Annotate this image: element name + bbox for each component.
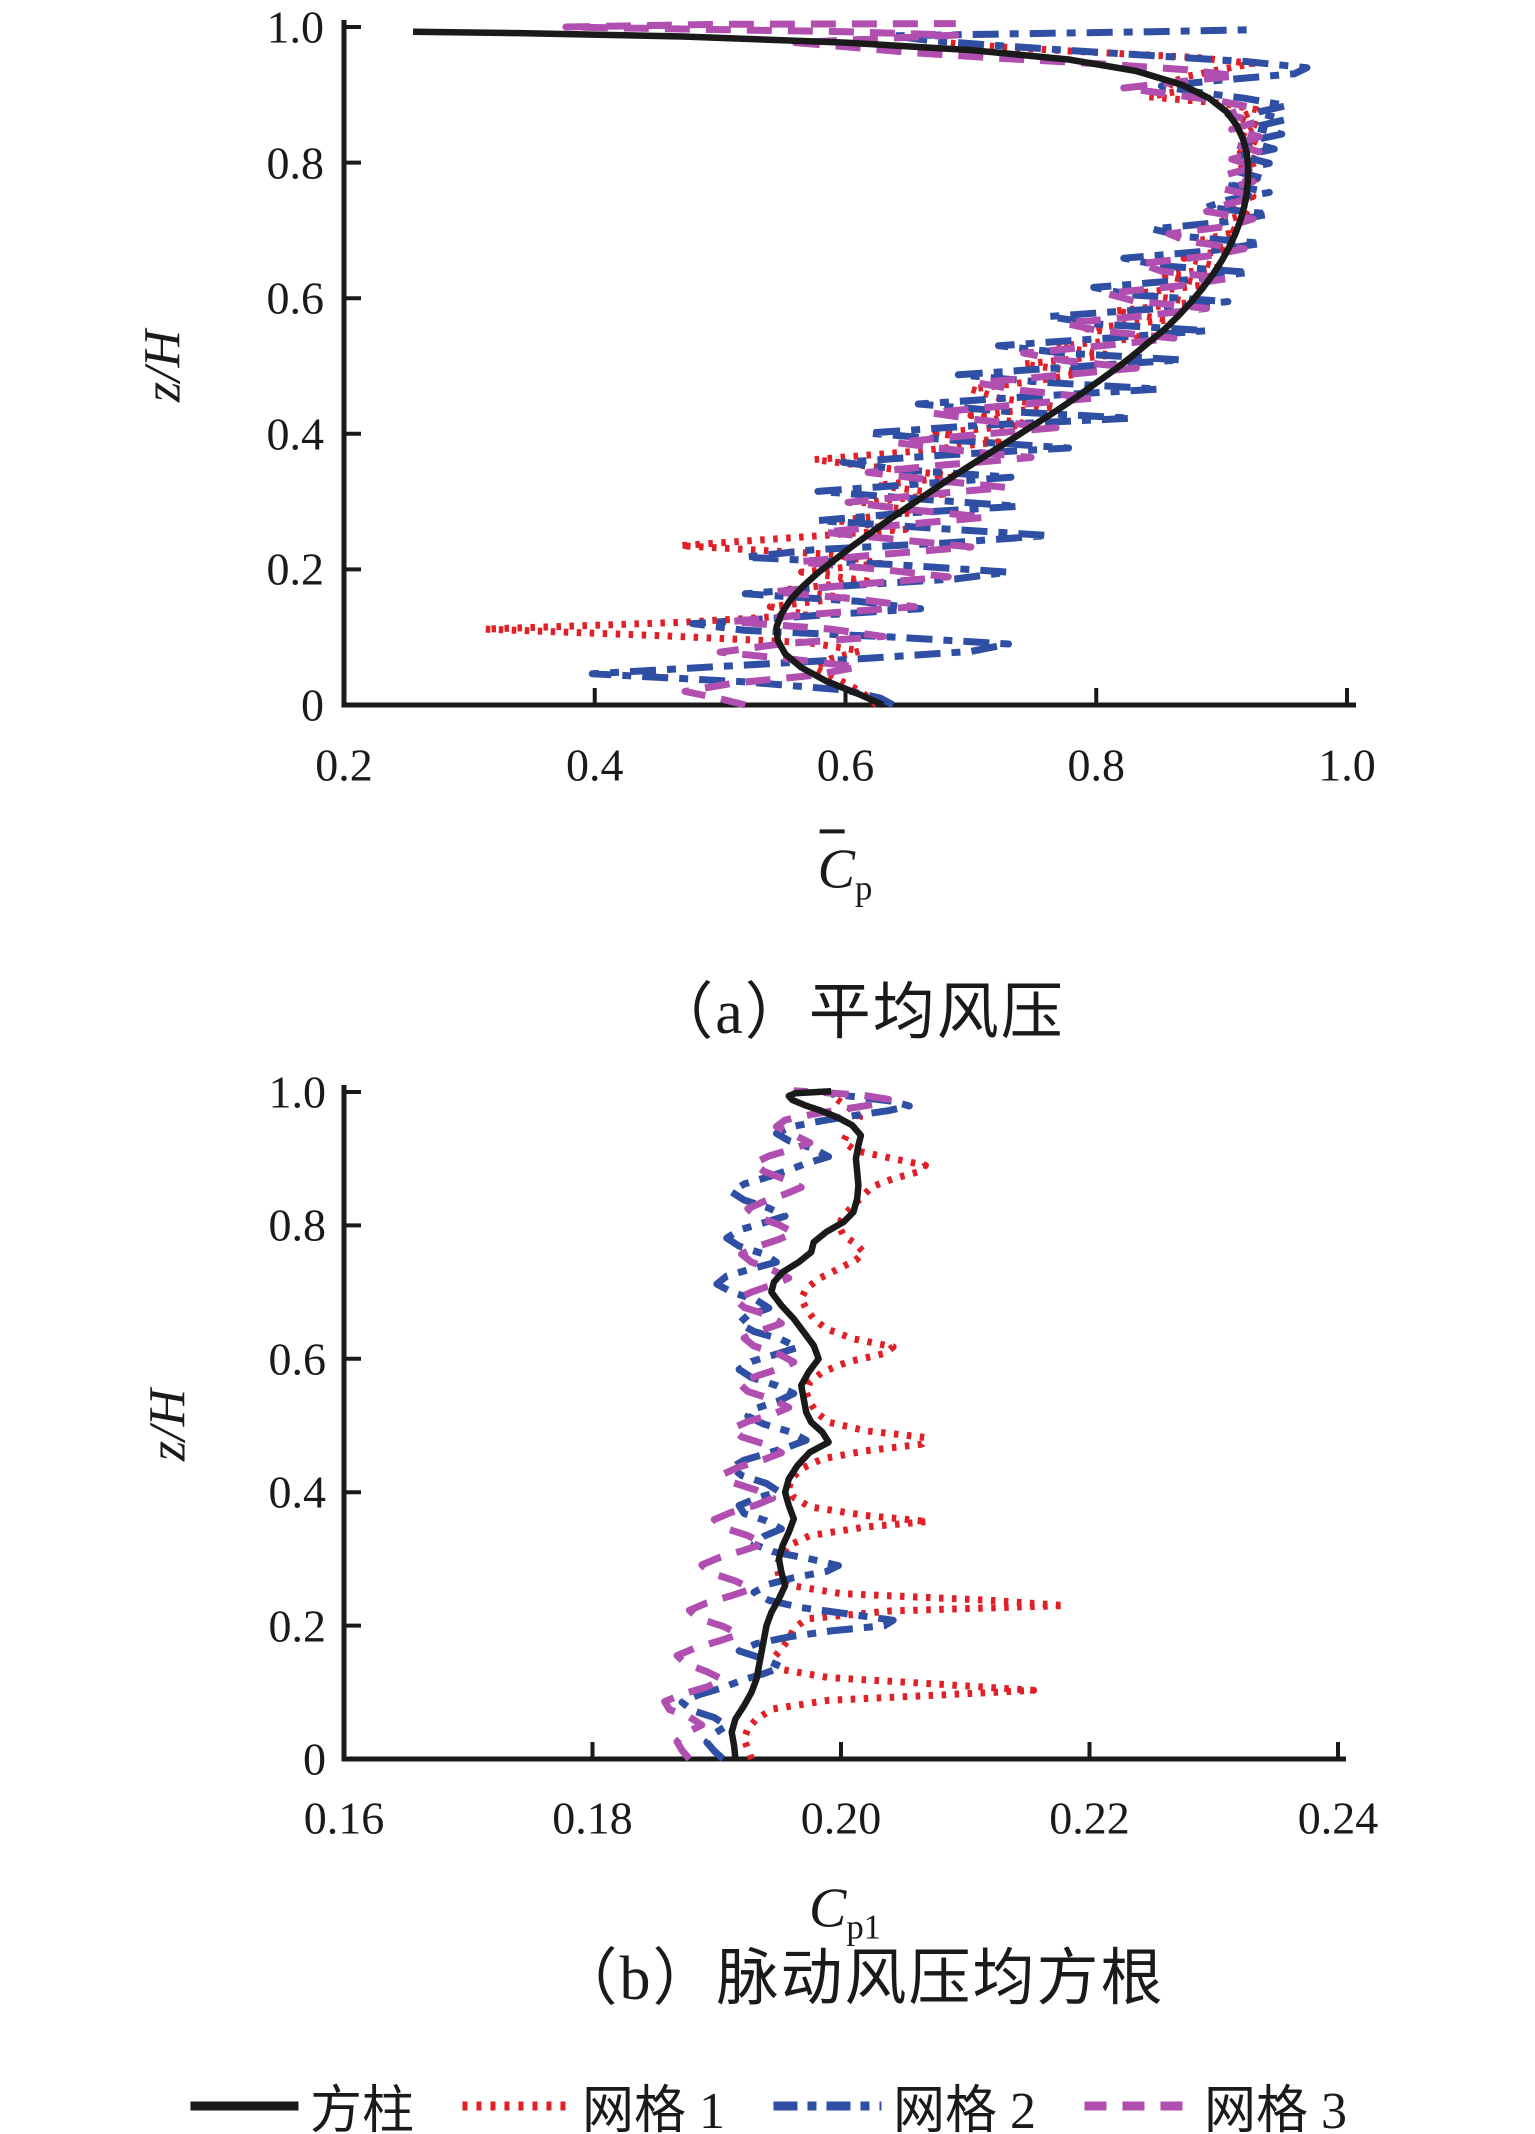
x-tick-label: 0.6 xyxy=(816,739,875,791)
series-blue-line xyxy=(588,26,1311,709)
x-tick-label: 0.24 xyxy=(1297,1792,1379,1844)
dashdot-line-sample-icon xyxy=(773,2101,881,2110)
y-tick-label: 0.8 xyxy=(268,1199,327,1251)
cp-mean-symbol: C xyxy=(818,827,855,901)
y-tick-label: 0 xyxy=(303,1733,326,1785)
panel-b-y-axis-title: z/H xyxy=(139,1388,197,1462)
y-tick-label: 1.0 xyxy=(266,1,325,53)
y-tick-label: 0 xyxy=(301,679,324,731)
x-tick-label: 1.0 xyxy=(1318,739,1376,791)
y-tick-label: 0.8 xyxy=(266,137,325,189)
panel-a-caption: （a）平均风压 xyxy=(651,979,1065,1047)
y-tick-label: 0.2 xyxy=(268,1600,327,1652)
x-tick-label: 0.8 xyxy=(1067,739,1126,791)
legend-label: 网格 2 xyxy=(893,2083,1037,2134)
y-tick-label: 1.0 xyxy=(268,1066,327,1118)
x-tick-label: 0.4 xyxy=(566,739,624,791)
legend-item-grid-3: 网格 3 xyxy=(1082,2068,1347,2134)
cp-rms-subscript: p1 xyxy=(846,1907,882,1947)
axis-line xyxy=(341,1085,1346,1762)
y-tick-label: 0.2 xyxy=(266,543,325,595)
x-tick-label: 0.22 xyxy=(1049,1792,1130,1844)
dotted-line-sample-icon xyxy=(461,2101,570,2110)
legend-label: 方柱 xyxy=(309,2083,414,2134)
solid-line-sample-icon xyxy=(189,2101,298,2110)
legend: 方柱 网格 1 网格 2 网格 3 xyxy=(188,2068,1347,2134)
axis-line xyxy=(341,20,1356,708)
series-blue-line xyxy=(678,1090,913,1762)
x-tick-label: 0.20 xyxy=(800,1792,882,1844)
legend-label: 网格 1 xyxy=(581,2083,725,2134)
x-tick-label: 0.18 xyxy=(552,1792,633,1844)
x-tick-label: 0.2 xyxy=(315,739,373,791)
series-black-line xyxy=(412,28,1252,708)
legend-item-grid-2: 网格 2 xyxy=(771,2068,1036,2134)
cp-mean-subscript: p xyxy=(855,868,873,908)
dashed-line-sample-icon xyxy=(1084,2101,1193,2110)
y-tick-label: 0.4 xyxy=(266,408,325,460)
series-black-line xyxy=(728,1088,865,1760)
panel-a-x-axis-title: Cp xyxy=(818,827,873,908)
series-magenta-line xyxy=(661,1087,892,1762)
cp-rms-symbol: C xyxy=(808,1877,847,1940)
series-magenta-line xyxy=(562,20,1263,709)
y-tick-label: 0.4 xyxy=(268,1466,327,1518)
panel-a-y-axis-title: z/H xyxy=(134,329,192,403)
legend-item-square-column: 方柱 xyxy=(188,2068,414,2134)
panel-b-caption: （b）脉动风压均方根 xyxy=(555,1945,1165,2013)
y-tick-label: 0.6 xyxy=(268,1333,327,1385)
x-tick-label: 0.16 xyxy=(303,1792,385,1844)
legend-label: 网格 3 xyxy=(1204,2083,1348,2134)
legend-item-grid-1: 网格 1 xyxy=(460,2068,725,2134)
y-tick-label: 0.6 xyxy=(266,272,325,324)
panel-b-x-axis-title: Cp1 xyxy=(809,1876,881,1947)
